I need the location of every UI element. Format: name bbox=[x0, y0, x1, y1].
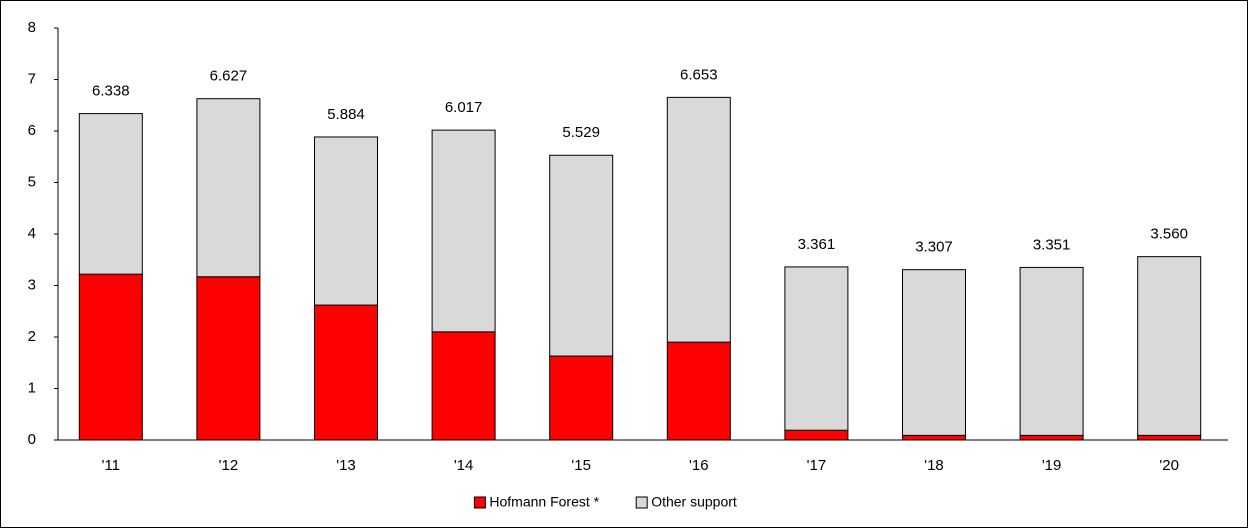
bar-segment bbox=[902, 434, 966, 441]
total-label: 3.351 bbox=[1033, 236, 1071, 253]
legend-swatch bbox=[473, 496, 486, 509]
legend-swatch bbox=[635, 496, 648, 509]
total-label: 6.017 bbox=[445, 99, 483, 116]
total-label: 3.560 bbox=[1150, 226, 1188, 243]
total-label: 6.627 bbox=[210, 68, 248, 85]
bar-segment bbox=[666, 341, 731, 441]
bar-segment bbox=[549, 154, 614, 357]
total-label: 5.884 bbox=[327, 106, 365, 123]
legend-label: Hofmann Forest * bbox=[489, 494, 599, 510]
bar-segment bbox=[314, 304, 378, 441]
bar-segment bbox=[431, 129, 496, 333]
x-tick-label: '18 bbox=[924, 457, 944, 474]
total-label: 3.361 bbox=[798, 236, 836, 253]
x-tick-label: '13 bbox=[336, 457, 356, 474]
y-tick-label: 0 bbox=[28, 431, 36, 448]
bar-segment bbox=[902, 269, 966, 436]
bar-segment bbox=[78, 273, 143, 441]
bar-segment bbox=[314, 136, 378, 306]
bar-segment bbox=[431, 331, 496, 441]
y-tick-label: 3 bbox=[28, 276, 36, 293]
x-tick-label: '11 bbox=[102, 457, 120, 474]
bar-segment bbox=[196, 276, 261, 441]
bar-segment bbox=[196, 98, 261, 278]
x-tick-label: '14 bbox=[454, 457, 474, 474]
bar-segment bbox=[666, 96, 731, 343]
x-tick-label: '20 bbox=[1159, 457, 1179, 474]
x-tick-label: '17 bbox=[807, 457, 827, 474]
total-label: 5.529 bbox=[562, 124, 600, 141]
y-tick-label: 8 bbox=[28, 19, 36, 36]
y-tick-label: 5 bbox=[28, 173, 36, 190]
legend-label: Other support bbox=[651, 494, 737, 510]
x-tick-label: '12 bbox=[219, 457, 239, 474]
x-tick-label: '15 bbox=[571, 457, 591, 474]
bar-segment bbox=[78, 113, 143, 275]
bar-segment bbox=[784, 429, 849, 441]
y-tick-label: 7 bbox=[28, 70, 36, 87]
total-label: 6.653 bbox=[680, 66, 718, 83]
x-tick-label: '16 bbox=[689, 457, 709, 474]
y-tick-label: 1 bbox=[28, 379, 36, 396]
total-label: 6.338 bbox=[92, 83, 130, 100]
bar-segment bbox=[1019, 266, 1084, 436]
y-tick-label: 6 bbox=[28, 122, 36, 139]
bar-segment bbox=[1137, 256, 1202, 436]
total-label: 3.307 bbox=[915, 239, 953, 256]
y-tick-label: 4 bbox=[28, 225, 36, 242]
bar-segment bbox=[1019, 434, 1084, 441]
bar-segment bbox=[784, 266, 849, 431]
y-tick-label: 2 bbox=[28, 328, 36, 345]
bar-segment bbox=[549, 355, 614, 441]
bar-segment bbox=[1137, 434, 1202, 441]
x-tick-label: '19 bbox=[1042, 457, 1062, 474]
